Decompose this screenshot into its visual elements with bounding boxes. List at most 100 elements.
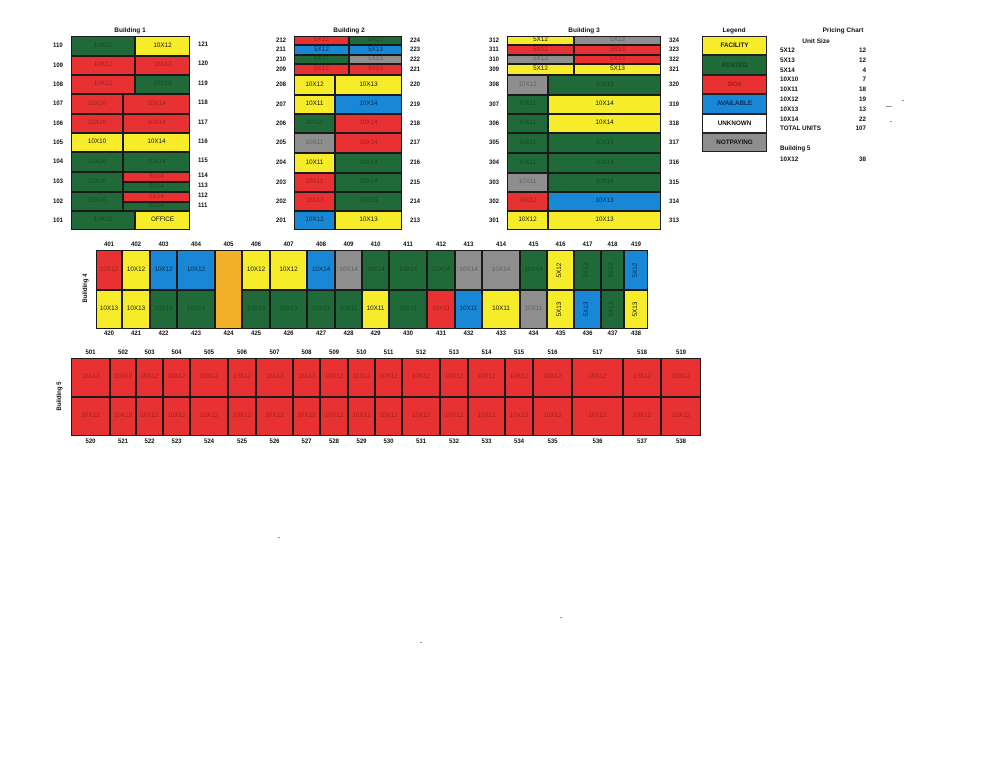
unit-number: 113	[198, 183, 208, 189]
unit-size-label: 10X12	[518, 216, 537, 224]
building-5-side-label: Building 5	[57, 381, 63, 411]
unit-number: 408	[315, 242, 326, 248]
unit-number: 434	[528, 331, 539, 337]
storage-unit: 10X13	[335, 75, 402, 95]
unit-number: 323	[669, 47, 680, 53]
storage-unit: 10X12	[348, 397, 375, 436]
unit-number: 219	[410, 101, 421, 108]
unit-size-label: 5X13	[610, 45, 625, 53]
unit-size-label: 10X12	[509, 373, 529, 381]
storage-unit: 5X14	[123, 201, 190, 211]
unit-size-label: 10X12	[509, 412, 529, 420]
unit-size-label: 10X12	[265, 412, 284, 420]
pricing-size: 10X13	[780, 105, 799, 113]
storage-unit: 10X14	[123, 152, 190, 172]
unit-size-label: 10X12	[671, 373, 691, 381]
unit-size-label: 10X12	[113, 373, 133, 381]
unit-number: 207	[276, 101, 287, 108]
unit-number: 419	[630, 242, 641, 248]
storage-unit: 10X12	[293, 397, 320, 436]
storage-unit: 10X12	[136, 358, 163, 397]
pricing-count: 7	[862, 76, 866, 84]
storage-unit: 10X11	[307, 290, 335, 329]
storage-unit: 10X13	[96, 290, 122, 329]
storage-unit: 10X10	[71, 192, 123, 211]
unit-size-label: 10X14	[595, 100, 614, 108]
storage-unit: 10X12	[507, 211, 548, 230]
unit-size-label: 5X12	[314, 36, 329, 44]
unit-number: 503	[144, 350, 155, 356]
unit-size-label: 5X14	[149, 202, 164, 210]
storage-unit: 5X13	[547, 290, 574, 329]
unit-number: 418	[607, 242, 618, 248]
unit-number: 102	[53, 198, 64, 205]
unit-number: 404	[190, 242, 201, 248]
unit-size-label: 10X10	[87, 177, 107, 185]
unit-number: 501	[85, 350, 96, 356]
storage-unit: 10X12	[256, 358, 293, 397]
building-1-title: Building 1	[114, 27, 146, 34]
storage-unit: 5X12	[601, 250, 624, 290]
storage-unit: 10X12	[402, 397, 440, 436]
unit-number: 307	[489, 101, 500, 108]
storage-unit: 10X14	[389, 250, 427, 290]
unit-size-label: 10X12	[113, 412, 133, 420]
unit-size-label: 10X14	[147, 138, 166, 146]
unit-size-label: 10X11	[518, 178, 537, 186]
unit-number: 114	[198, 173, 208, 179]
unit-size-label: 10X12	[444, 412, 464, 420]
unit-number: 407	[283, 242, 294, 248]
unit-number: 422	[158, 331, 169, 337]
unit-number: 117	[198, 120, 208, 126]
unit-number: 527	[301, 439, 312, 445]
storage-unit: 5X13	[574, 45, 661, 55]
storage-unit: 10X11	[482, 290, 520, 329]
pricing-count: 22	[858, 115, 866, 123]
pricing-count: 107	[855, 125, 866, 133]
storage-unit: 10X12	[505, 397, 533, 436]
unit-size-label: 10X12	[305, 216, 324, 224]
unit-number: 526	[269, 439, 280, 445]
storage-unit: 10X12	[163, 397, 190, 436]
unit-size-label: 10X12	[588, 373, 607, 381]
unit-number: 213	[410, 217, 421, 224]
unit-number: 531	[415, 439, 426, 445]
storage-unit: 10X12	[228, 397, 256, 436]
storage-unit: 10X13	[548, 192, 661, 211]
unit-size-label: 10X12	[153, 80, 172, 88]
unit-size-label: 10X12	[477, 373, 496, 381]
unit-number: 203	[276, 179, 287, 186]
pricing-unit-size-heading: Unit Size	[802, 38, 830, 45]
scan-speck	[278, 537, 280, 538]
storage-unit: 10X13	[335, 211, 402, 230]
storage-unit: 10X11	[294, 95, 335, 114]
unit-number: 529	[356, 439, 367, 445]
unit-number: 538	[675, 439, 686, 445]
storage-unit: 5X13	[349, 55, 402, 64]
unit-size-label: 10X14	[359, 119, 378, 127]
unit-size-label: 5X12	[583, 262, 591, 278]
unit-number: 111	[198, 203, 208, 209]
storage-unit: 10X11	[507, 153, 548, 173]
unit-number: 101	[53, 217, 64, 224]
unit-size-label: 5X12	[631, 262, 639, 278]
storage-unit: 10X12	[135, 56, 190, 75]
unit-size-label: 10X12	[305, 80, 324, 88]
unit-size-label: 10X14	[359, 138, 378, 146]
storage-unit: 10X14	[548, 173, 661, 192]
unit-number: 222	[410, 56, 421, 63]
unit-size-label: 5X13	[368, 55, 383, 63]
unit-size-label: 10X12	[543, 373, 562, 381]
unit-number: 516	[547, 350, 558, 356]
unit-size-label: 5X13	[610, 55, 625, 63]
storage-unit: 10X12	[375, 358, 402, 397]
unit-number: 515	[513, 350, 524, 356]
storage-unit: 10X12	[375, 397, 402, 436]
storage-unit: 10X14	[548, 133, 661, 153]
legend-item-available: AVAILABLE	[702, 94, 767, 114]
unit-size-label: 10X12	[477, 412, 496, 420]
storage-unit: 10X14	[520, 250, 547, 290]
storage-unit: 10X12	[110, 358, 136, 397]
pricing-chart-title: Pricing Chart	[822, 27, 864, 34]
pricing-count: 12	[858, 56, 866, 64]
